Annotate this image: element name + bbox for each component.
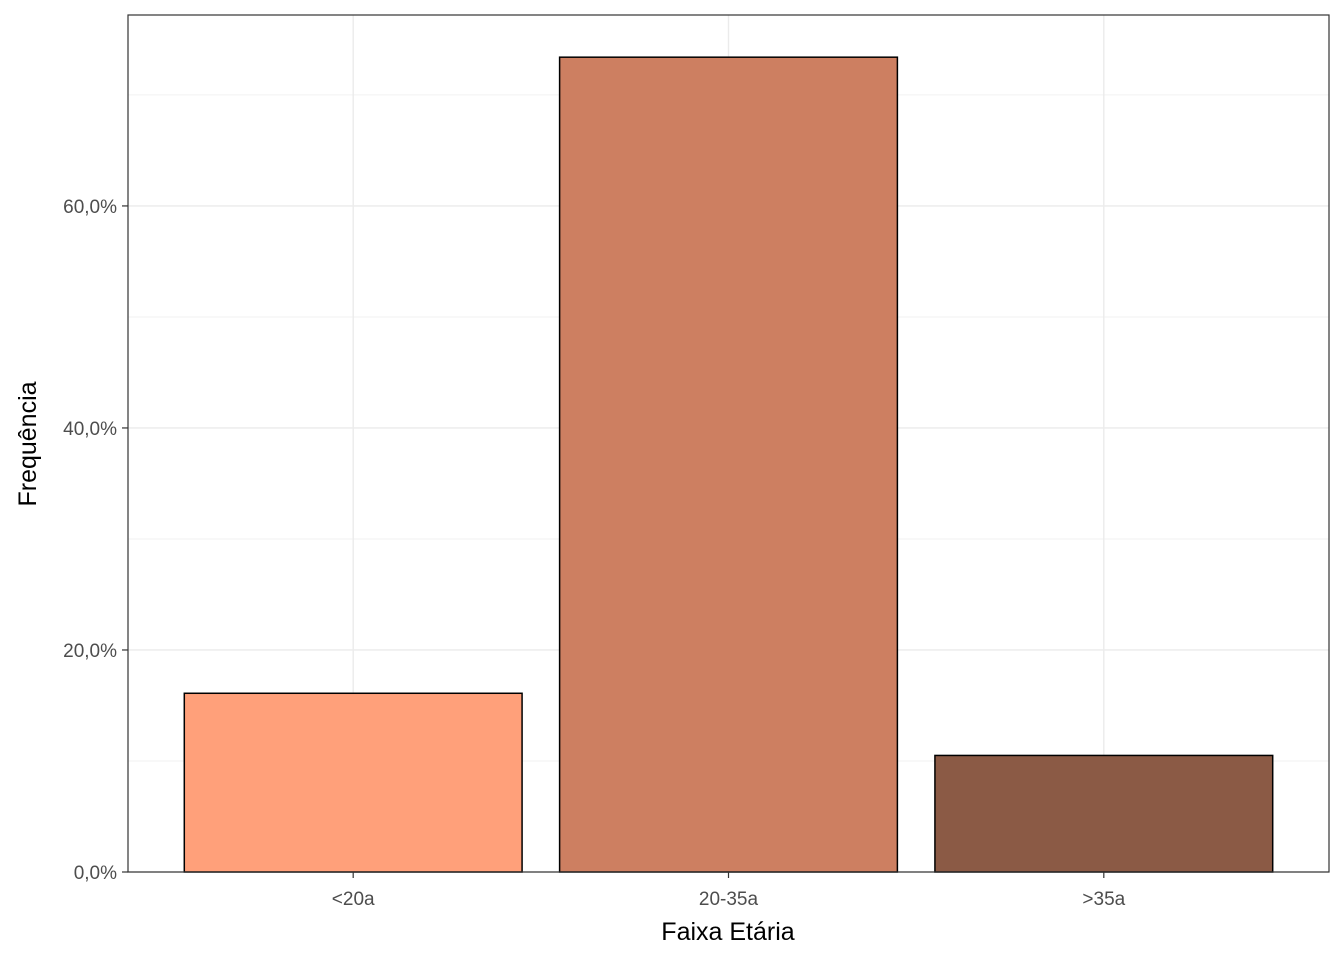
bar xyxy=(934,754,1274,873)
y-tick-label: 40,0% xyxy=(63,419,117,440)
bar xyxy=(558,56,899,873)
y-tick-label: 60,0% xyxy=(63,197,117,218)
axis-ticks: 0,0% 20,0% 40,0% 60,0% <20a 20-35a >35a xyxy=(63,197,1126,910)
x-tick-label: >35a xyxy=(1082,889,1125,910)
y-axis-title: Frequência xyxy=(14,381,42,506)
bar xyxy=(183,692,523,873)
y-tick-label: 0,0% xyxy=(74,863,117,884)
x-tick-label: <20a xyxy=(332,889,375,910)
y-tick-label: 20,0% xyxy=(63,641,117,662)
x-axis-title: Faixa Etária xyxy=(661,918,794,946)
x-tick-label: 20-35a xyxy=(699,889,759,910)
bars xyxy=(183,56,1274,873)
